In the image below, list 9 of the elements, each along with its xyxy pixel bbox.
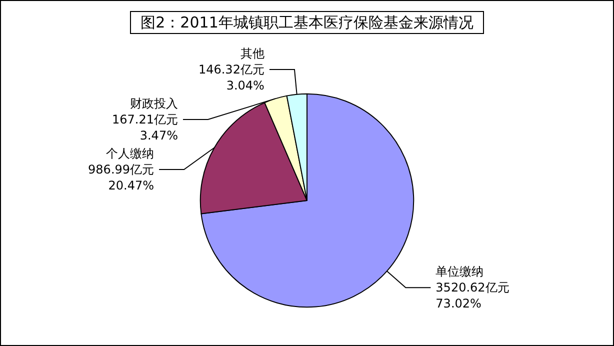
slice-label: 个人缴纳 [106, 146, 154, 160]
slice-label: 其他 [240, 46, 264, 60]
slice-label: 单位缴纳 [436, 264, 484, 279]
data-label: 3520.62亿元 73.02% [436, 280, 510, 311]
data-label: 986.99亿元 20.47% [88, 162, 154, 192]
data-label: 167.21亿元 3.47% [112, 112, 178, 142]
chart-title: 图2：2011年城镇职工基本医疗保险基金来源情况 [140, 14, 474, 32]
data-label: 146.32亿元 3.04% [198, 62, 264, 92]
slice-label: 财政投入 [130, 96, 178, 110]
